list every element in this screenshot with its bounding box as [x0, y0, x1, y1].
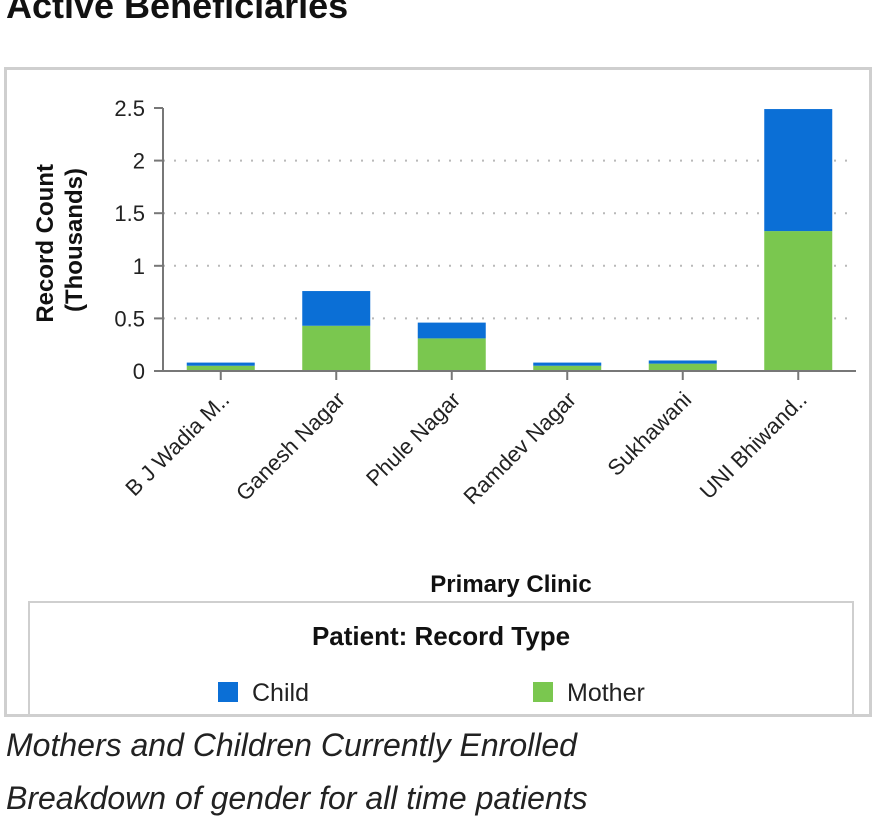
y-tick-label: 0 — [133, 359, 145, 384]
legend-item-child: Child — [218, 679, 309, 708]
chart-subcaption: Breakdown of gender for all time patient… — [6, 780, 588, 816]
bar-mother — [186, 365, 255, 371]
legend: Patient: Record Type Child Mother — [28, 601, 854, 716]
legend-swatch-child — [218, 682, 238, 702]
bar-child — [302, 291, 371, 326]
x-tick-label: UNI Bhiwand.. — [695, 387, 812, 504]
x-tick-label: Phule Nagar — [361, 387, 465, 491]
y-tick-label: 2.5 — [114, 96, 145, 121]
y-tick-label: 1 — [133, 254, 145, 279]
legend-label-mother: Mother — [567, 679, 645, 707]
bar-child — [186, 362, 255, 366]
y-axis-title: Record Count (Thousands) — [32, 157, 88, 322]
bar-mother — [417, 338, 486, 371]
bar-mother — [533, 365, 602, 371]
x-axis-title: Primary Clinic — [430, 571, 591, 598]
bar-child — [533, 362, 602, 366]
tick-labels: 0 0.5 1 1.5 2 2.5 B J Wadia M..Ganesh Nagar Phu… — [114, 96, 811, 509]
y-axis-title-line-2: (Thousands) — [61, 168, 88, 312]
y-axis-title-line-1: Record Count — [32, 164, 59, 323]
bar-child — [764, 109, 833, 232]
legend-title: Patient: Record Type — [311, 621, 571, 651]
bar-mother — [764, 231, 833, 371]
legend-swatch-mother — [533, 682, 553, 702]
legend-label-child: Child — [252, 679, 309, 707]
page-title: Active Beneficiaries — [6, 0, 349, 26]
bar-mother — [302, 325, 371, 371]
bar-mother — [648, 363, 717, 371]
bars — [186, 109, 833, 371]
x-tick-label: B J Wadia M.. — [120, 387, 234, 501]
axes — [162, 108, 856, 372]
y-tick-label: 1.5 — [114, 201, 145, 226]
legend-item-mother: Mother — [533, 679, 645, 708]
y-tick-label: 2 — [133, 149, 145, 174]
bar-child — [417, 322, 486, 339]
x-tick-label: Ramdev Nagar — [458, 387, 580, 509]
x-tick-label: Ganesh Nagar — [231, 387, 350, 506]
x-tick-label: Sukhawani — [602, 387, 696, 481]
y-tick-label: 0.5 — [114, 306, 145, 331]
bar-child — [648, 360, 717, 364]
gridlines — [163, 159, 856, 320]
chart-caption: Mothers and Children Currently Enrolled — [6, 727, 577, 763]
